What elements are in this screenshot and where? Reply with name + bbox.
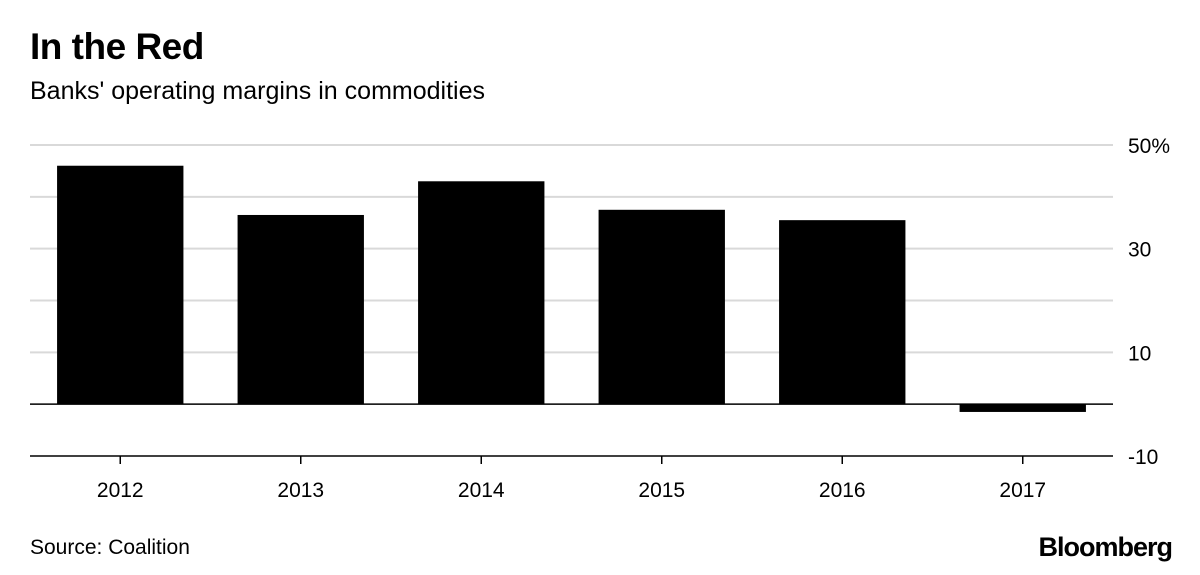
bar-2015 [598,209,725,405]
bloomberg-logo: Bloomberg [1038,532,1173,562]
y-tick-label: -10 [1128,446,1158,469]
x-tick-label: 2016 [819,479,866,502]
chart-subtitle: Banks' operating margins in commodities [30,77,485,105]
bar-2016 [779,220,906,405]
y-tick-label: 50% [1128,135,1170,158]
bar-2014 [418,181,545,405]
bar-2017 [959,404,1086,412]
bar-2012 [57,165,184,405]
x-tick-label: 2017 [999,479,1046,502]
x-tick-label: 2015 [638,479,685,502]
bar-2013 [237,214,364,405]
x-tick-label: 2014 [458,479,505,502]
y-tick-label: 10 [1128,342,1151,365]
gridlines [30,144,1113,457]
x-tick-label: 2012 [97,479,144,502]
bars [57,165,1086,412]
y-tick-label: 30 [1128,239,1151,262]
source-note: Source: Coalition [30,536,190,559]
axes: 50% 30 10 -10 2012 2013 2014 2015 2016 2017 [30,135,1170,502]
x-tick-label: 2013 [277,479,324,502]
chart-title: In the Red [30,26,204,67]
